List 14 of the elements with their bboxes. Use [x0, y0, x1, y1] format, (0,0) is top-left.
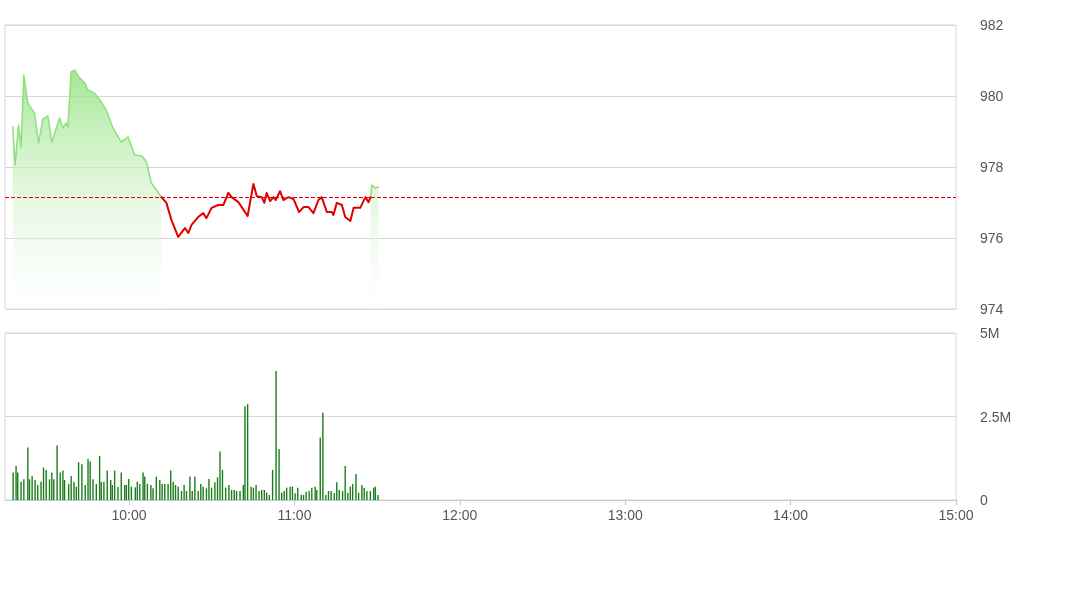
y-tick-label: 982 — [980, 17, 1004, 33]
y-tick-label: 980 — [980, 88, 1004, 104]
x-tick-label: 10:00 — [111, 507, 147, 523]
x-tick-label: 15:00 — [938, 507, 974, 523]
y-tick-label: 0 — [980, 492, 988, 508]
y-tick-label: 976 — [980, 230, 1004, 246]
x-tick-label: 11:00 — [277, 507, 312, 523]
y-tick-label: 5M — [980, 325, 1000, 341]
y-tick-label: 2.5M — [980, 408, 1012, 425]
x-tick-label: 14:00 — [773, 507, 809, 523]
y-tick-label: 978 — [980, 159, 1004, 175]
x-tick-label: 13:00 — [607, 507, 643, 523]
y-tick-label: 974 — [980, 301, 1004, 317]
x-tick-label: 12:00 — [442, 507, 478, 523]
